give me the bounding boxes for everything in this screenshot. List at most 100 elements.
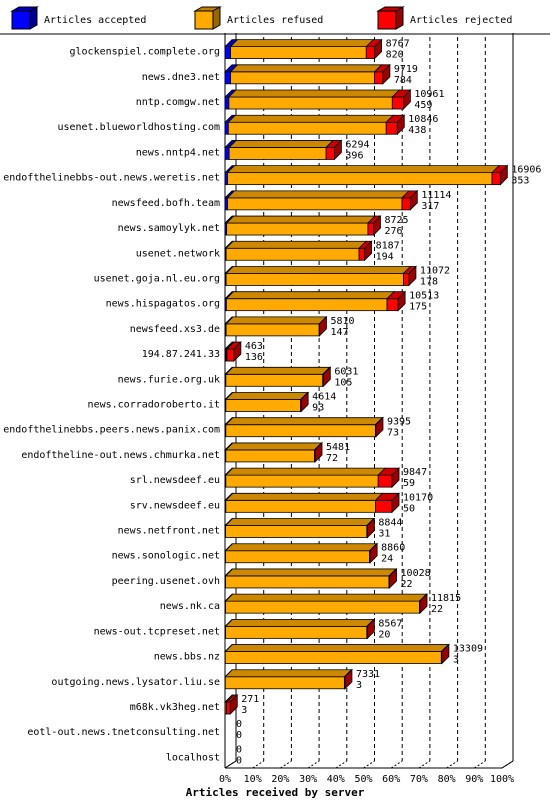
category-label: 194.87.241.33 bbox=[142, 349, 220, 360]
category-label: endoftheline-out.news.chmurka.net bbox=[21, 450, 220, 461]
category-label: srl.newsdeef.eu bbox=[130, 475, 220, 486]
bar-segment bbox=[230, 46, 367, 60]
bar-segment-top bbox=[228, 140, 335, 148]
category-label: eotl-out.news.tnetconsulting.net bbox=[27, 727, 220, 738]
bar-segment-top bbox=[224, 669, 353, 678]
bar-side bbox=[389, 567, 397, 589]
legend-swatch-side bbox=[212, 6, 221, 30]
bar-side bbox=[408, 265, 417, 287]
bar-segment bbox=[227, 197, 403, 211]
bar-segment bbox=[225, 449, 315, 463]
bar-side bbox=[374, 38, 382, 60]
bar-segment bbox=[365, 46, 375, 60]
category-label: news.corradoroberto.it bbox=[88, 400, 220, 411]
data-label-refused: 9719 bbox=[394, 64, 418, 75]
data-label-accepted: 73 bbox=[387, 428, 399, 439]
floor-left-edge bbox=[224, 760, 237, 769]
bar-segment bbox=[225, 373, 324, 387]
data-label-refused: 11815 bbox=[431, 593, 461, 604]
bar-side bbox=[366, 618, 375, 640]
category-label: usenet.network bbox=[136, 248, 220, 259]
bar-segment-top bbox=[224, 618, 375, 627]
bar-side bbox=[382, 63, 391, 85]
category-label: localhost bbox=[166, 752, 220, 763]
data-label-refused: 10028 bbox=[401, 568, 431, 579]
bar-segment bbox=[228, 96, 393, 110]
x-tick-label: 20% bbox=[271, 774, 289, 785]
data-label-accepted: 276 bbox=[384, 226, 402, 237]
x-tick-label: 50% bbox=[354, 774, 372, 785]
category-label: srv.newsdeef.eu bbox=[130, 500, 220, 511]
legend: Articles accepted Articles refused Article… bbox=[0, 6, 550, 35]
bar-segment bbox=[402, 273, 410, 286]
floor-tick bbox=[390, 760, 403, 769]
bar-segment bbox=[225, 474, 379, 488]
bar-segment bbox=[228, 147, 327, 160]
bar-segment bbox=[224, 96, 230, 110]
data-label-accepted: 31 bbox=[378, 529, 390, 540]
bar-segment bbox=[225, 399, 302, 412]
bar-segment bbox=[225, 273, 404, 286]
legend-label: Articles rejected bbox=[410, 15, 512, 26]
bar-side bbox=[344, 668, 353, 690]
x-tick-label: 30% bbox=[299, 774, 317, 785]
floor-tick bbox=[363, 760, 375, 769]
bar-segment bbox=[225, 424, 376, 438]
data-label-refused: 0 bbox=[236, 719, 242, 730]
data-label-refused: 10961 bbox=[414, 89, 444, 100]
data-label-refused: 8567 bbox=[378, 618, 402, 629]
category-label: outgoing.news.lysator.liu.se bbox=[51, 677, 220, 688]
data-label-accepted: 194 bbox=[376, 251, 394, 262]
data-label-accepted: 59 bbox=[403, 478, 415, 489]
x-tick-label: 70% bbox=[410, 774, 428, 785]
bar-segment bbox=[225, 525, 368, 538]
data-label-refused: 8187 bbox=[376, 240, 400, 251]
category-label: endofthelinebbs.peers.news.panix.com bbox=[3, 425, 220, 436]
x-tick-label: 40% bbox=[327, 774, 345, 785]
bar-segment-top bbox=[226, 190, 410, 199]
data-label-refused: 0 bbox=[236, 744, 242, 755]
data-label-accepted: 317 bbox=[421, 201, 439, 212]
category-labels: glockenspiel.complete.org news.dne3.net nn… bbox=[3, 47, 220, 764]
bar-segment-top bbox=[226, 165, 500, 174]
bar-segment-top bbox=[224, 593, 428, 602]
data-label-accepted: 22 bbox=[431, 604, 443, 615]
floor-tick bbox=[335, 760, 348, 769]
bar-side bbox=[300, 391, 309, 413]
bar-segment bbox=[358, 247, 366, 261]
floor-tick bbox=[280, 760, 292, 769]
bar-segment bbox=[230, 71, 375, 85]
data-label-refused: 5481 bbox=[326, 442, 350, 453]
legend-swatch-side bbox=[395, 6, 404, 30]
bar-side bbox=[499, 164, 508, 186]
x-tick-label: 90% bbox=[465, 774, 483, 785]
data-label-accepted: 0 bbox=[236, 755, 242, 766]
bar-segment-top bbox=[229, 64, 383, 73]
floor-tick bbox=[252, 760, 264, 769]
legend-label: Articles refused bbox=[227, 15, 323, 26]
data-label-refused: 11072 bbox=[420, 265, 450, 276]
category-label: glockenspiel.complete.org bbox=[69, 47, 220, 58]
bar-segment-top bbox=[224, 392, 309, 400]
bar-segment bbox=[227, 121, 387, 135]
x-tick-label: 10% bbox=[244, 774, 262, 785]
category-label: usenet.goja.nl.eu.org bbox=[94, 273, 220, 284]
data-label-accepted: 93 bbox=[312, 403, 324, 414]
data-label-accepted: 784 bbox=[394, 75, 412, 86]
floor-tick bbox=[474, 760, 486, 769]
category-label: news.hispagatos.org bbox=[106, 299, 220, 310]
category-label: usenet.blueworldhosting.com bbox=[57, 122, 220, 133]
bar-side bbox=[373, 215, 381, 237]
bar-side bbox=[364, 240, 373, 262]
data-label-refused: 9395 bbox=[387, 417, 411, 428]
bar-segment bbox=[225, 298, 388, 312]
bar-segment-top bbox=[224, 568, 397, 577]
category-label: news.furie.org.uk bbox=[118, 374, 220, 385]
bar-segment-top bbox=[224, 518, 375, 526]
category-label: news.netfront.net bbox=[118, 526, 220, 537]
category-label: news.sonologic.net bbox=[112, 551, 220, 562]
floor-tick bbox=[446, 760, 458, 769]
bar-side bbox=[391, 467, 400, 489]
bar-segment bbox=[224, 676, 345, 690]
